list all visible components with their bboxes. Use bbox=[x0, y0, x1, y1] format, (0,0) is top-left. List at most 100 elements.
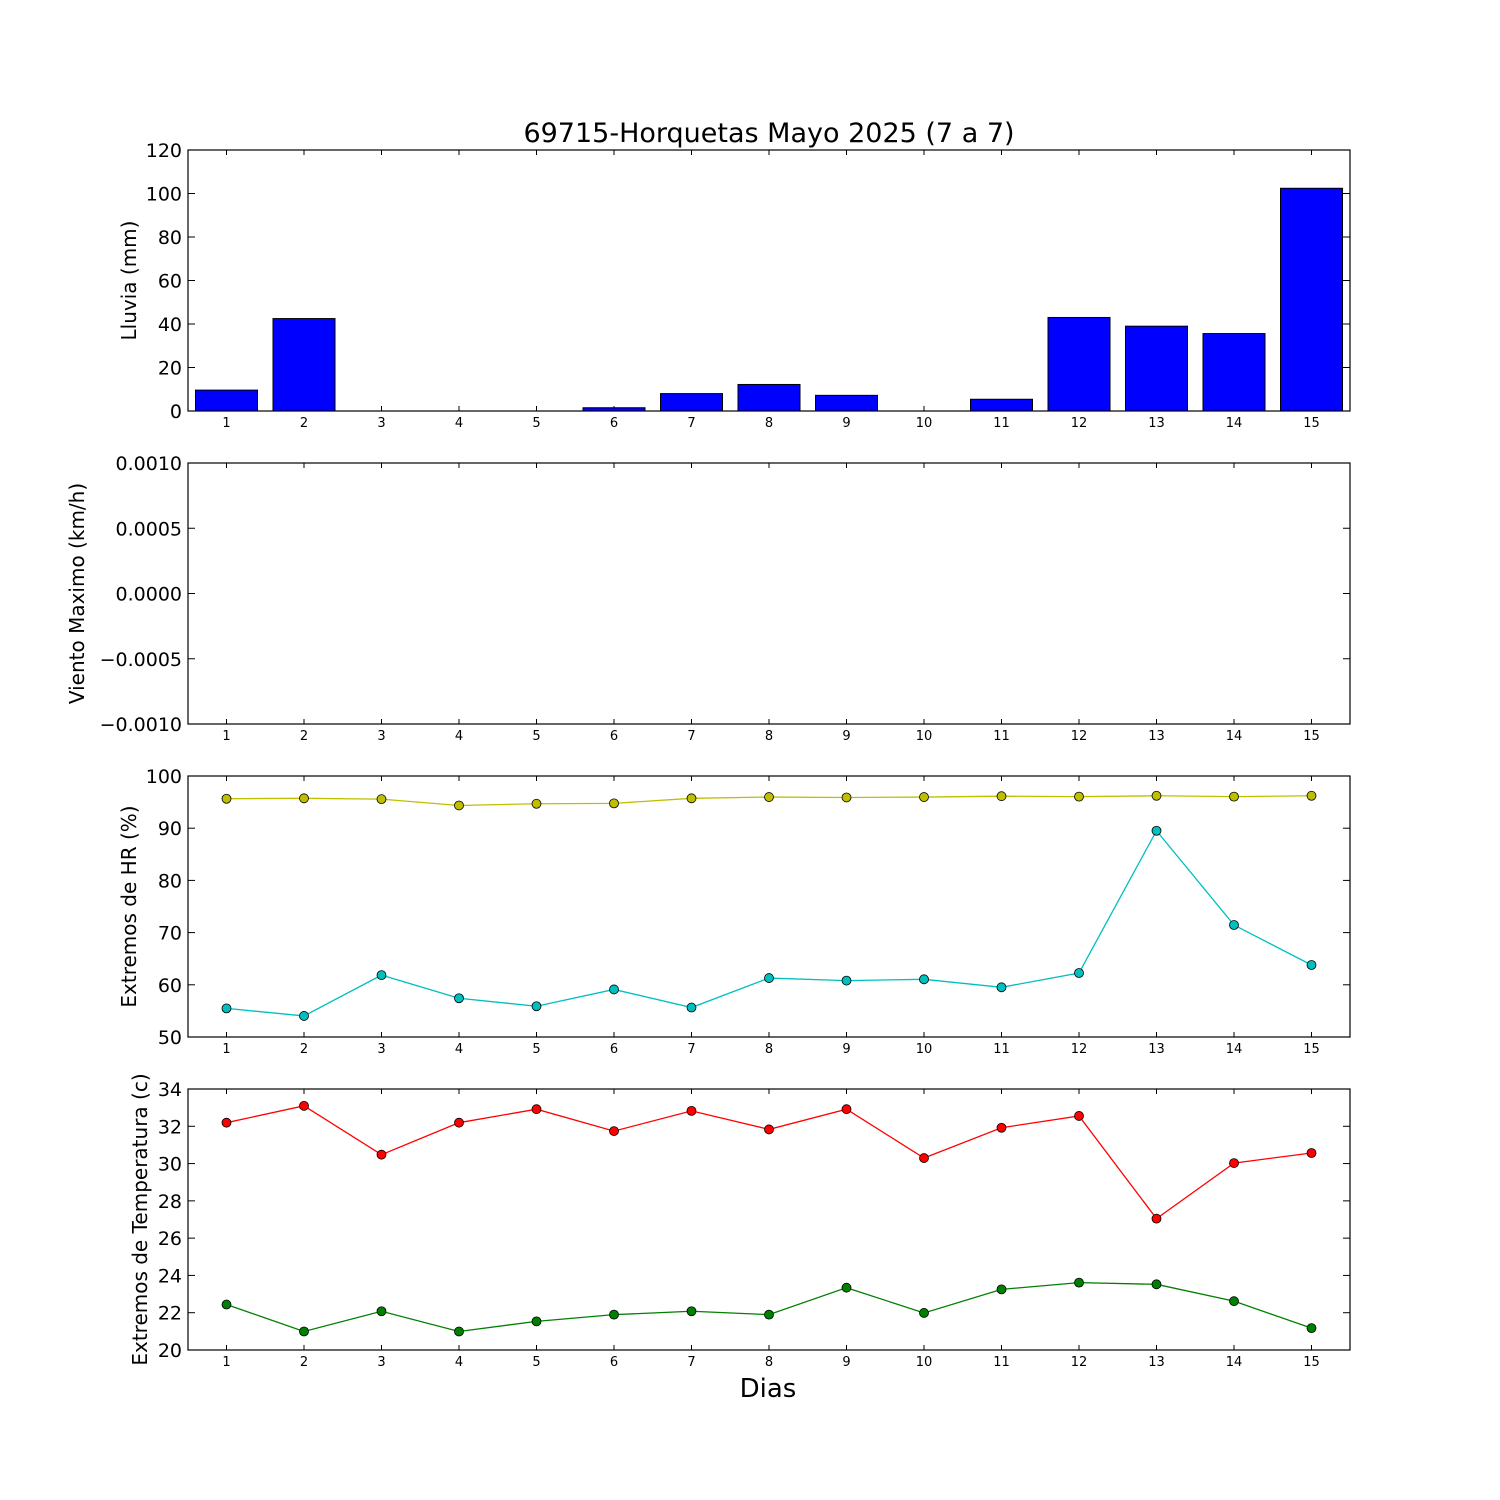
x-tick-label: 15 bbox=[1303, 416, 1320, 431]
data-point bbox=[221, 1003, 232, 1014]
x-tick-label: 4 bbox=[455, 1042, 463, 1057]
data-point bbox=[531, 798, 542, 809]
data-point bbox=[764, 792, 774, 802]
x-tick-label: 3 bbox=[377, 1042, 385, 1057]
y-tick-label: 60 bbox=[158, 975, 182, 997]
y-tick-label: 0.0000 bbox=[116, 584, 182, 606]
x-tick-label: 14 bbox=[1226, 1355, 1243, 1370]
data-point bbox=[531, 1104, 542, 1115]
x-tick-label: 10 bbox=[916, 1042, 933, 1057]
data-point bbox=[1074, 968, 1084, 978]
x-tick-label: 15 bbox=[1303, 1042, 1320, 1057]
data-point bbox=[841, 1282, 852, 1293]
x-tick-label: 13 bbox=[1148, 1355, 1165, 1370]
x-tick-label: 11 bbox=[993, 416, 1010, 431]
subplot-3: 1 2 3 4 5 6 7 8 9 10 11 12 13 14 155060708090100Extrem… bbox=[117, 766, 1351, 1057]
x-tick-label: 7 bbox=[687, 1042, 695, 1057]
data-point bbox=[1306, 1323, 1317, 1334]
data-point bbox=[996, 1122, 1007, 1133]
data-point bbox=[1229, 920, 1239, 930]
data-point bbox=[841, 975, 852, 986]
x-tick-label: 9 bbox=[842, 416, 850, 431]
data-point bbox=[919, 792, 929, 802]
data-point bbox=[764, 1309, 774, 1320]
subplot-2: 1 2 3 4 5 6 7 8 9 10 11 12 13 14 15−0.0010−0.00050.000… bbox=[65, 453, 1351, 744]
y-tick-label: 80 bbox=[158, 227, 182, 249]
y-axis-label: Viento Maximo (km/h) bbox=[65, 483, 89, 704]
x-tick-label: 6 bbox=[610, 729, 618, 744]
x-tick-label: 3 bbox=[377, 1355, 385, 1370]
x-tick-label: 12 bbox=[1071, 1042, 1088, 1057]
x-tick-label: 8 bbox=[765, 1042, 773, 1057]
x-tick-label: 9 bbox=[842, 729, 850, 744]
bar bbox=[272, 318, 336, 412]
x-tick-label: 7 bbox=[687, 729, 695, 744]
x-tick-label: 2 bbox=[300, 1042, 308, 1057]
x-tick-label: 5 bbox=[532, 416, 540, 431]
y-tick-label: 60 bbox=[158, 271, 182, 293]
data-point bbox=[686, 793, 697, 804]
y-tick-label: 120 bbox=[146, 140, 182, 162]
y-tick-label: 90 bbox=[158, 818, 182, 840]
data-point bbox=[1074, 791, 1084, 802]
series-line bbox=[226, 1281, 1312, 1333]
y-tick-label: 0.0010 bbox=[116, 453, 182, 475]
x-tick-label: 10 bbox=[916, 729, 933, 744]
data-point bbox=[376, 1306, 387, 1317]
data-point bbox=[376, 794, 387, 805]
plot-frame bbox=[187, 775, 1351, 1038]
data-point bbox=[996, 1284, 1007, 1295]
x-tick-label: 13 bbox=[1148, 729, 1165, 744]
bar bbox=[660, 393, 723, 412]
y-tick-label: 34 bbox=[158, 1079, 182, 1101]
data-point bbox=[609, 798, 619, 809]
data-point bbox=[531, 1001, 542, 1012]
series-line bbox=[226, 829, 1312, 1017]
data-point bbox=[454, 993, 464, 1004]
data-point bbox=[1151, 1213, 1162, 1224]
y-tick-label: 0.0005 bbox=[116, 518, 182, 540]
subplot-1: 1 2 3 4 5 6 7 8 9 10 11 12 13 14 15020406080100120Lluv… bbox=[117, 140, 1351, 431]
x-tick-label: 5 bbox=[532, 1042, 540, 1057]
data-point bbox=[686, 1306, 697, 1317]
bar bbox=[737, 383, 801, 412]
data-point bbox=[221, 1299, 232, 1310]
y-axis-label: Lluvia (mm) bbox=[117, 221, 141, 341]
x-tick-label: 4 bbox=[455, 1355, 463, 1370]
data-point bbox=[1229, 1296, 1239, 1307]
data-point bbox=[454, 1117, 464, 1128]
y-tick-label: 100 bbox=[146, 766, 182, 788]
data-point bbox=[919, 1153, 929, 1163]
y-tick-label: 0 bbox=[170, 401, 182, 423]
bar bbox=[1280, 187, 1343, 412]
data-point bbox=[609, 984, 619, 995]
bar bbox=[582, 407, 646, 412]
x-tick-label: 10 bbox=[916, 416, 933, 431]
x-tick-label: 1 bbox=[222, 1042, 230, 1057]
x-tick-label: 2 bbox=[300, 1355, 308, 1370]
x-tick-label: 6 bbox=[610, 416, 618, 431]
x-tick-label: 12 bbox=[1071, 729, 1088, 744]
x-tick-label: 12 bbox=[1071, 416, 1088, 431]
x-tick-label: 3 bbox=[377, 729, 385, 744]
data-point bbox=[1229, 1158, 1239, 1168]
data-point bbox=[919, 974, 929, 985]
data-point bbox=[221, 793, 232, 804]
data-point bbox=[454, 800, 464, 811]
y-tick-label: 50 bbox=[158, 1027, 182, 1049]
y-tick-label: 22 bbox=[158, 1303, 182, 1325]
x-tick-label: 13 bbox=[1148, 416, 1165, 431]
x-tick-label: 6 bbox=[610, 1042, 618, 1057]
bar bbox=[1047, 316, 1111, 412]
y-tick-label: −0.0010 bbox=[100, 714, 182, 736]
data-point bbox=[1151, 790, 1162, 801]
x-tick-label: 9 bbox=[842, 1042, 850, 1057]
data-point bbox=[454, 1326, 464, 1337]
data-point bbox=[996, 982, 1007, 993]
y-tick-label: 100 bbox=[146, 184, 182, 206]
data-point bbox=[299, 793, 309, 804]
y-tick-label: 40 bbox=[158, 314, 182, 336]
bar bbox=[970, 398, 1033, 412]
x-tick-label: 14 bbox=[1226, 1042, 1243, 1057]
